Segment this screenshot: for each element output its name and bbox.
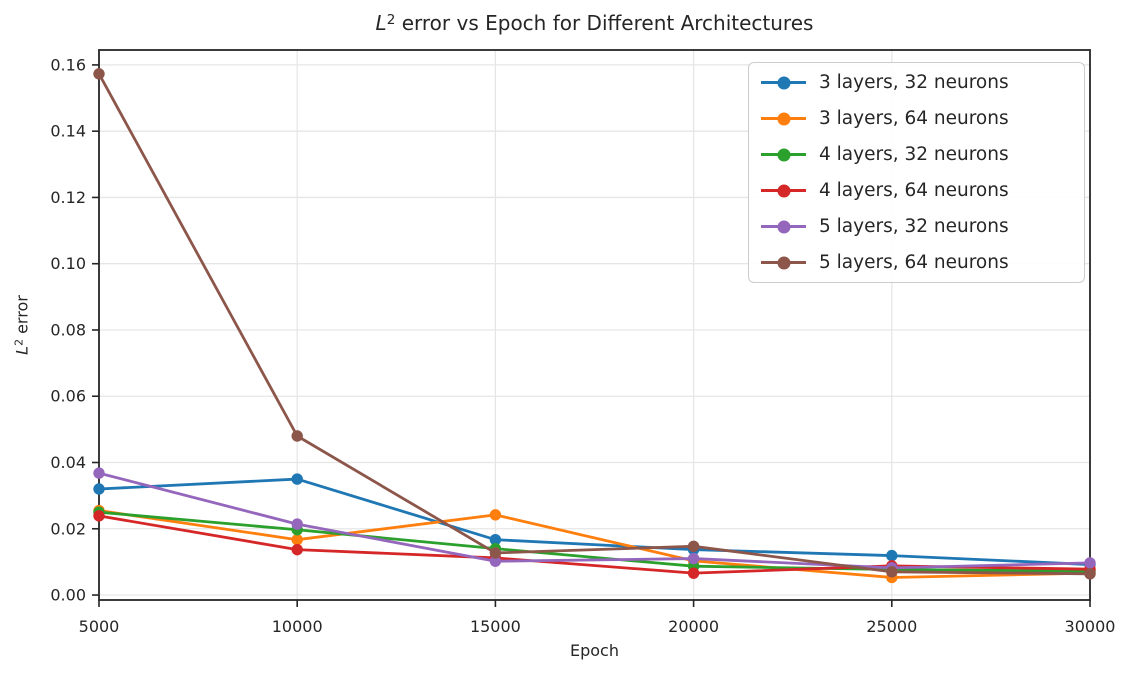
legend-marker-dot [777, 256, 790, 269]
legend-item: 3 layers, 64 neurons [761, 108, 1072, 129]
y-tick-label: 0.04 [50, 453, 86, 472]
y-tick-label: 0.12 [50, 188, 86, 207]
title-math-symbol: L [375, 11, 387, 36]
y-tick-label: 0.14 [50, 122, 86, 141]
series-marker [687, 567, 700, 579]
y-tick-label: 0.00 [50, 586, 86, 605]
legend: 3 layers, 32 neurons 3 layers, 64 neurons… [748, 62, 1085, 283]
legend-label: 3 layers, 32 neurons [819, 72, 1009, 93]
legend-label: 4 layers, 32 neurons [819, 144, 1009, 165]
legend-item: 4 layers, 32 neurons [761, 144, 1072, 165]
series-marker [291, 430, 303, 442]
ylabel-math-superscript: 2 [12, 338, 26, 346]
legend-sample-line [761, 184, 806, 198]
series-line [97, 510, 1092, 573]
x-axis-label: Epoch [570, 641, 619, 660]
y-tick-label: 0.08 [50, 320, 86, 339]
x-tick-label: 5000 [79, 617, 120, 636]
series-marker [886, 566, 898, 578]
chart-title: L2 error vs Epoch for Different Architec… [99, 7, 1090, 36]
y-tick-label: 0.06 [50, 387, 86, 406]
legend-label: 3 layers, 64 neurons [819, 108, 1009, 129]
x-tick-label: 30000 [1065, 617, 1116, 636]
legend-item: 5 layers, 64 neurons [761, 252, 1072, 273]
series-line [97, 72, 1092, 576]
x-tick-label: 25000 [866, 617, 917, 636]
legend-marker-dot [777, 184, 790, 197]
series-marker [1084, 557, 1096, 569]
y-tick-label: 0.02 [50, 519, 86, 538]
legend-marker-dot [777, 148, 790, 161]
legend-label: 4 layers, 64 neurons [819, 180, 1009, 201]
series-marker [93, 483, 105, 495]
ylabel-math-symbol: L [12, 345, 32, 355]
ylabel-text: error [12, 295, 32, 339]
legend-label: 5 layers, 64 neurons [819, 252, 1009, 273]
title-math-superscript: 2 [386, 12, 396, 28]
series-marker [489, 555, 502, 567]
legend-sample-line [761, 220, 806, 234]
y-tick-label: 0.16 [50, 55, 86, 74]
series-line [97, 471, 1092, 570]
legend-sample-line [761, 148, 806, 162]
title-text: error vs Epoch for Different Architectur… [395, 11, 814, 36]
x-tick-label: 20000 [668, 617, 719, 636]
legend-item: 5 layers, 32 neurons [761, 216, 1072, 237]
series-line [97, 477, 1092, 566]
legend-item: 3 layers, 32 neurons [761, 72, 1072, 93]
series-marker [489, 533, 502, 546]
series-marker [489, 547, 502, 559]
series-marker [1084, 568, 1096, 580]
legend-sample-line [761, 112, 806, 126]
y-tick-label: 0.10 [50, 254, 86, 273]
legend-sample-line [761, 256, 806, 270]
x-tick-label: 10000 [272, 617, 323, 636]
series-marker [489, 509, 502, 521]
plot-spines [98, 49, 1091, 601]
series-line [97, 509, 1092, 579]
legend-sample-line [761, 76, 806, 90]
legend-item: 4 layers, 64 neurons [761, 180, 1072, 201]
series-marker [93, 510, 105, 522]
y-axis-label: L2 error [13, 295, 32, 355]
series-marker [93, 467, 105, 479]
series-marker [687, 552, 700, 565]
legend-marker-dot [777, 112, 790, 125]
series-marker [291, 533, 303, 546]
series-marker [291, 518, 303, 530]
series-marker [687, 540, 700, 553]
series-marker [93, 68, 105, 80]
series-marker [291, 473, 303, 485]
legend-marker-dot [777, 76, 790, 89]
x-tick-label: 15000 [470, 617, 521, 636]
series-marker [291, 543, 303, 556]
legend-label: 5 layers, 32 neurons [819, 216, 1009, 237]
legend-marker-dot [777, 220, 790, 233]
series-marker [886, 549, 898, 562]
